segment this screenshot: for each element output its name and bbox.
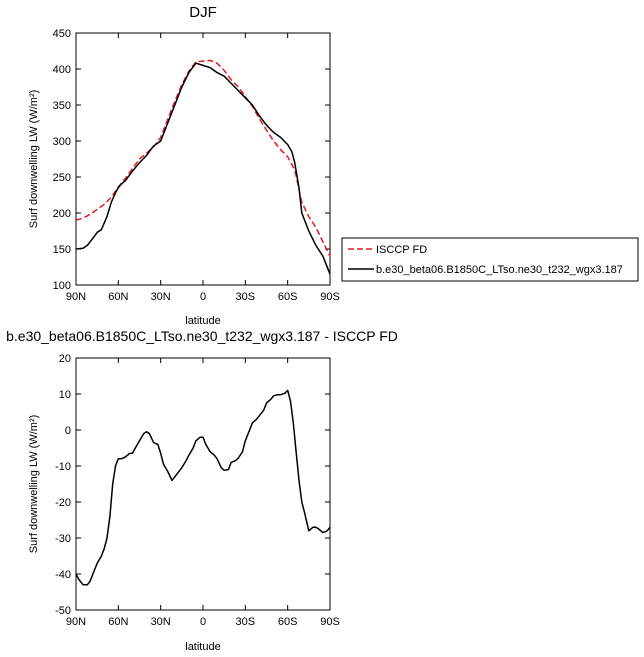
legend-box [341, 237, 639, 282]
y-axis-label: Surf downwelling LW (W/m²) [28, 415, 40, 554]
x-tick-label: 90N [66, 616, 86, 628]
chart-title: b.e30_beta06.B1850C_LTso.ne30_t232_wgx3.… [6, 328, 398, 344]
y-axis-label: Surf downwelling LW (W/m²) [28, 90, 40, 229]
x-tick-label: 30S [236, 616, 256, 628]
x-tick-label: 60N [108, 616, 128, 628]
legend: ISCCP FD b.e30_beta06.B1850C_LTso.ne30_t… [341, 237, 639, 282]
y-tick-label: -20 [55, 497, 71, 509]
series-line-0 [75, 59, 331, 257]
plot-frame [75, 32, 331, 286]
plot-frame [75, 357, 331, 611]
x-tick-label: 90S [320, 291, 340, 303]
chart-title: DJF [189, 4, 217, 21]
legend-label-isccp: ISCCP FD [376, 244, 427, 256]
djf-chart: DJF 100 150 200 250 300 350 400 450 90N 60N 30N 0 30… [28, 4, 639, 327]
x-tick-label: 60S [278, 291, 298, 303]
y-tick-label: 200 [53, 208, 71, 220]
x-tick-label: 30N [151, 616, 171, 628]
legend-label-model: b.e30_beta06.B1850C_LTso.ne30_t232_wgx3.… [376, 264, 623, 276]
axis-ticks: -50 -40 -30 -20 -10 0 10 20 90N 60N 30N 0 30S 60S 90S [55, 353, 340, 628]
y-tick-label: -50 [55, 605, 71, 617]
y-tick-label: -10 [55, 461, 71, 473]
y-tick-label: 350 [53, 100, 71, 112]
x-tick-label: 60N [108, 291, 128, 303]
y-tick-label: 400 [53, 64, 71, 76]
series-line-0 [75, 389, 331, 586]
x-tick-label: 60S [278, 616, 298, 628]
y-tick-label: -30 [55, 533, 71, 545]
x-tick-label: 90N [66, 291, 86, 303]
axis-ticks: 100 150 200 250 300 350 400 450 90N 60N 30N 0 30S 60S… [53, 28, 340, 303]
x-tick-label: 30N [151, 291, 171, 303]
x-tick-label: 30S [236, 291, 256, 303]
difference-chart: b.e30_beta06.B1850C_LTso.ne30_t232_wgx3.… [6, 328, 398, 653]
x-axis-label: latitude [185, 315, 220, 327]
series-line-1 [75, 62, 331, 275]
series-lines [75, 59, 331, 275]
x-tick-label: 0 [200, 291, 206, 303]
y-tick-label: -40 [55, 569, 71, 581]
y-tick-label: 150 [53, 244, 71, 256]
y-tick-label: 100 [53, 280, 71, 292]
x-axis-label: latitude [185, 641, 220, 653]
series-lines [75, 389, 331, 586]
y-tick-label: 10 [59, 389, 71, 401]
y-tick-label: 250 [53, 172, 71, 184]
y-tick-label: 20 [59, 353, 71, 365]
x-tick-label: 0 [200, 616, 206, 628]
y-tick-label: 300 [53, 136, 71, 148]
y-tick-label: 0 [65, 425, 71, 437]
x-tick-label: 90S [320, 616, 340, 628]
y-tick-label: 450 [53, 28, 71, 40]
